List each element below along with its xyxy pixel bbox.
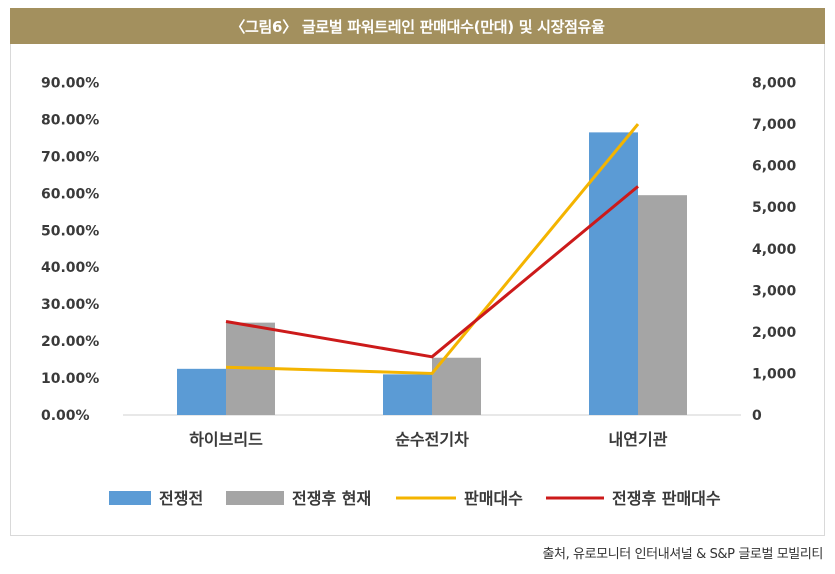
bar-prewar — [177, 368, 226, 415]
y-left-tick-label: 0.00% — [41, 408, 90, 424]
y-left-tick-label: 20.00% — [41, 334, 99, 350]
y-left-tick-label: 50.00% — [41, 223, 99, 239]
bar-postwar — [432, 357, 481, 415]
line-sales — [225, 123, 640, 375]
y-right-tick-label: 6,000 — [752, 159, 797, 175]
y-left-tick-label: 60.00% — [41, 186, 99, 202]
y-left-tick-label: 70.00% — [41, 149, 99, 165]
y-right-tick-label: 1,000 — [752, 366, 797, 382]
line-postwar-sales — [225, 185, 639, 359]
legend-label: 전쟁전 — [159, 489, 203, 508]
y-right-tick-label: 5,000 — [752, 200, 797, 216]
category-label: 하이브리드 — [189, 430, 263, 449]
y-right-tick-label: 7,000 — [752, 117, 797, 133]
chart-title-bar: 〈그림6〉 글로벌 파워트레인 판매대수(만대) 및 시장점유율 — [10, 8, 825, 44]
y-right-tick-label: 4,000 — [752, 242, 797, 258]
y-left-tick-label: 80.00% — [41, 112, 99, 128]
y-left-tick-label: 90.00% — [41, 76, 99, 92]
y-right-tick-label: 3,000 — [752, 283, 797, 299]
y-left-tick-label: 30.00% — [41, 297, 99, 313]
chart-title: 〈그림6〉 글로벌 파워트레인 판매대수(만대) 및 시장점유율 — [230, 17, 605, 36]
source-note: 출처, 유로모니터 인터내셔널 & S&P 글로벌 모빌리티 — [542, 547, 823, 562]
bar-postwar — [638, 195, 687, 415]
legend-swatch — [226, 491, 284, 505]
combo-chart: 0.00% 10.00% 20.00% 30.00% 40.00% 50.00% 60.00… — [41, 76, 797, 509]
legend-swatch — [109, 491, 151, 505]
bar-prewar — [589, 132, 638, 415]
y-right-tick-label: 2,000 — [752, 325, 797, 341]
y-right-tick-label: 8,000 — [752, 76, 797, 92]
bar-prewar — [383, 374, 432, 415]
category-label: 내연기관 — [609, 430, 668, 449]
category-label: 순수전기차 — [395, 430, 469, 449]
legend-label: 전쟁후 현재 — [292, 489, 371, 508]
y-left-tick-label: 40.00% — [41, 260, 99, 276]
legend-label: 전쟁후 판매대수 — [612, 489, 721, 508]
y-left-tick-label: 10.00% — [41, 371, 99, 387]
y-right-tick-label: 0 — [752, 408, 762, 424]
chart-container: 0.00% 10.00% 20.00% 30.00% 40.00% 50.00% 60.00… — [10, 44, 825, 536]
legend-label: 판매대수 — [464, 489, 523, 508]
